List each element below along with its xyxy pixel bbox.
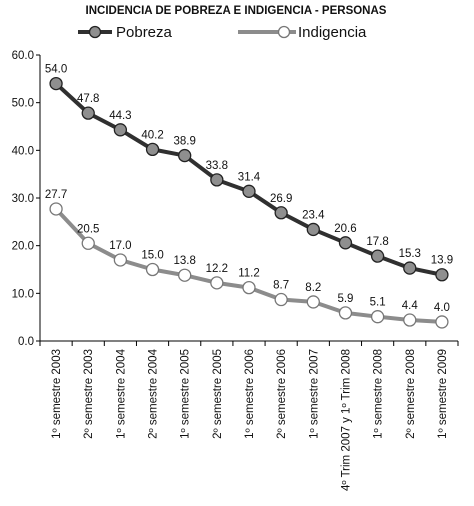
data-point-pobreza <box>370 249 385 263</box>
data-label-pobreza: 23.4 <box>302 209 325 221</box>
x-tick-label: 1º semestre 2006 <box>244 349 256 439</box>
data-label-indigencia: 15.0 <box>141 250 163 262</box>
data-point-pobreza <box>81 106 95 120</box>
x-tick-label: 2º semestre 2006 <box>276 349 288 439</box>
data-point-indigencia <box>274 292 288 307</box>
data-point-indigencia <box>210 276 224 290</box>
data-point-indigencia <box>113 253 128 267</box>
legend: Pobreza Indigencia <box>78 24 367 41</box>
data-point-pobreza <box>435 268 449 282</box>
y-tick-label: 10.0 <box>12 288 34 300</box>
data-label-pobreza: 31.4 <box>238 171 261 183</box>
data-label-pobreza: 38.9 <box>173 136 195 148</box>
data-label-pobreza: 54.0 <box>45 64 67 76</box>
legend-label-indigencia: Indigencia <box>298 24 367 41</box>
x-tick-label: 1º semestre 2008 <box>373 349 385 439</box>
data-point-indigencia <box>435 315 449 329</box>
x-tick-label: 2º semestre 2004 <box>148 348 160 438</box>
data-point-pobreza <box>49 76 63 91</box>
data-point-indigencia <box>370 310 385 324</box>
data-point-pobreza <box>306 222 320 237</box>
data-label-pobreza: 15.3 <box>399 248 421 260</box>
data-point-indigencia <box>242 280 256 295</box>
data-label-pobreza: 33.8 <box>206 160 228 172</box>
y-tick-label: 50.0 <box>12 98 34 110</box>
data-label-pobreza: 13.9 <box>431 255 453 267</box>
data-point-indigencia <box>306 295 320 309</box>
y-tick-label: 60.0 <box>12 50 34 62</box>
legend-item-pobreza: Pobreza <box>78 24 173 41</box>
y-tick-label: 20.0 <box>12 241 34 253</box>
data-label-indigencia: 8.7 <box>273 280 289 292</box>
data-label-indigencia: 5.1 <box>370 297 386 309</box>
data-label-indigencia: 4.4 <box>402 300 419 312</box>
data-point-indigencia <box>403 313 417 327</box>
y-tick-label: 40.0 <box>12 145 34 157</box>
y-tick-label: 30.0 <box>12 193 34 205</box>
data-label-indigencia: 12.2 <box>206 263 228 275</box>
data-point-pobreza <box>178 148 192 163</box>
data-point-pobreza <box>210 173 224 187</box>
data-point-indigencia <box>81 236 95 250</box>
axes: 0.0 10.0 20.0 30.0 40.0 50.0 60.0 1º semestre 2… <box>12 50 459 491</box>
x-tick-label: 1º semestre 2009 <box>437 349 449 439</box>
data-label-indigencia: 4.0 <box>434 302 450 314</box>
data-point-pobreza <box>274 206 288 220</box>
data-label-indigencia: 5.9 <box>337 293 353 305</box>
x-tick-label: 1º semestre 2003 <box>51 349 63 439</box>
data-label-indigencia: 13.8 <box>173 255 195 267</box>
legend-item-indigencia: Indigencia <box>238 24 367 41</box>
x-tick-label: 2º semestre 2008 <box>405 349 417 439</box>
series-layer: 54.0 47.8 44.3 40.2 38.9 33.8 31.4 26.9 23.4 20.6… <box>45 64 453 329</box>
legend-marker-pobreza <box>88 25 102 39</box>
x-tick-label: 2º semestre 2005 <box>212 349 224 439</box>
data-label-indigencia: 17.0 <box>109 240 131 252</box>
data-point-pobreza <box>145 142 160 157</box>
data-label-indigencia: 11.2 <box>238 268 260 280</box>
data-label-pobreza: 20.6 <box>334 223 356 235</box>
legend-label-pobreza: Pobreza <box>116 24 173 41</box>
data-point-indigencia <box>338 306 353 320</box>
data-point-indigencia <box>49 202 63 216</box>
chart-title: INCIDENCIA DE POBREZA E INDIGENCIA - PER… <box>86 5 387 17</box>
data-label-pobreza: 47.8 <box>77 93 99 105</box>
data-label-pobreza: 40.2 <box>141 129 163 141</box>
x-tick-label: 1º semestre 2007 <box>308 349 320 439</box>
data-point-pobreza <box>338 236 353 250</box>
data-point-indigencia <box>178 268 192 282</box>
x-tick-label: 1º semestre 2005 <box>180 349 192 439</box>
data-point-pobreza <box>403 261 417 275</box>
data-label-pobreza: 44.3 <box>109 110 131 122</box>
data-label-pobreza: 26.9 <box>270 193 292 205</box>
y-tick-label: 0.0 <box>18 336 34 348</box>
data-label-indigencia: 20.5 <box>77 223 99 235</box>
data-label-pobreza: 17.8 <box>366 236 388 248</box>
data-label-indigencia: 8.2 <box>305 282 321 294</box>
data-point-indigencia <box>145 262 160 277</box>
legend-marker-indigencia <box>277 25 291 39</box>
x-tick-label: 2º semestre 2003 <box>83 349 95 439</box>
data-point-pobreza <box>242 184 256 198</box>
x-tick-label: 4º Trim 2007 y 1º Trim 2008 <box>340 349 352 491</box>
data-point-pobreza <box>113 123 128 137</box>
data-label-indigencia: 27.7 <box>45 189 67 201</box>
x-tick-label: 1º semestre 2004 <box>115 348 127 438</box>
